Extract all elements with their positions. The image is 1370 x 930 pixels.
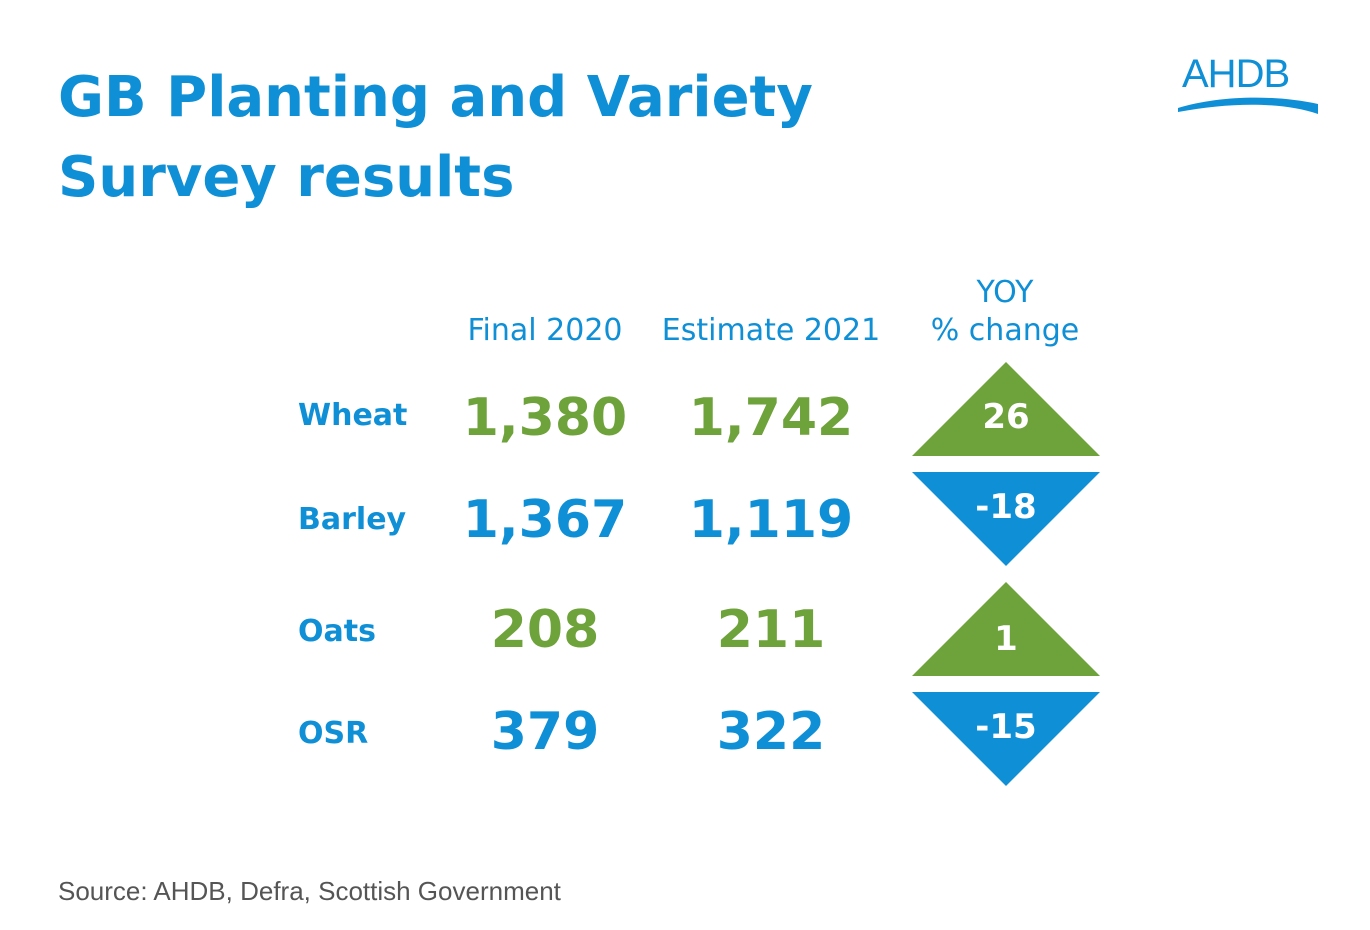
value-oats-final-2020: 208	[490, 600, 600, 660]
logo-swoosh-icon	[1178, 97, 1318, 114]
row-label-wheat: Wheat	[298, 398, 408, 433]
row-label-osr: OSR	[298, 716, 369, 751]
logo-wordmark: AHDB	[1182, 52, 1290, 96]
yoy-header-line-2: % change	[930, 313, 1080, 348]
yoy-down-triangle-barley	[912, 472, 1100, 566]
source-note: Source: AHDB, Defra, Scottish Government	[58, 876, 561, 906]
yoy-value-osr: -15	[975, 707, 1036, 747]
value-barley-final-2020: 1,367	[462, 490, 628, 550]
yoy-value-wheat: 26	[982, 397, 1029, 437]
value-osr-estimate-2021: 322	[716, 702, 826, 762]
value-barley-estimate-2021: 1,119	[688, 490, 854, 550]
yoy-up-triangle-wheat	[912, 362, 1100, 456]
title-line-2: Survey results	[58, 145, 515, 210]
column-header-final-2020: Final 2020	[467, 313, 623, 348]
yoy-header-line-1: YOY	[976, 275, 1034, 310]
yoy-value-oats: 1	[994, 619, 1018, 659]
title-line-1: GB Planting and Variety	[58, 65, 813, 130]
ahdb-logo: AHDB	[1172, 52, 1322, 122]
chart-title: GB Planting and Variety Survey results	[58, 58, 958, 218]
yoy-up-triangle-oats	[912, 582, 1100, 676]
yoy-change-indicators: 26 -18 1 -15	[912, 362, 1100, 786]
column-header-estimate-2021: Estimate 2021	[661, 313, 881, 348]
value-oats-estimate-2021: 211	[716, 600, 826, 660]
yoy-value-barley: -18	[975, 487, 1036, 527]
value-osr-final-2020: 379	[490, 702, 600, 762]
value-wheat-estimate-2021: 1,742	[688, 388, 854, 448]
yoy-down-triangle-osr	[912, 692, 1100, 786]
row-label-barley: Barley	[298, 502, 407, 537]
value-wheat-final-2020: 1,380	[462, 388, 628, 448]
column-header-yoy-change: YOY % change	[900, 274, 1110, 350]
row-label-oats: Oats	[298, 614, 376, 649]
